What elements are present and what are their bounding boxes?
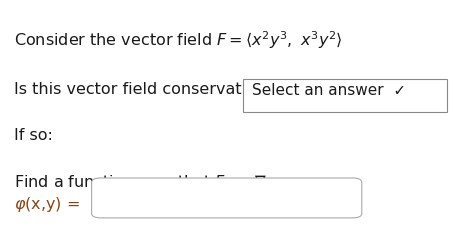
- Text: Find a function $\varphi$ so that $\mathit{F}\ =\ \nabla\varphi$: Find a function $\varphi$ so that $\math…: [14, 173, 277, 191]
- Text: Is this vector field conservative?: Is this vector field conservative?: [14, 82, 273, 97]
- Text: Consider the vector field $\mathit{F} = \langle x^2y^3,\ x^3y^2\rangle$: Consider the vector field $\mathit{F} = …: [14, 30, 343, 51]
- Text: Select an answer  ✓: Select an answer ✓: [252, 83, 406, 98]
- FancyBboxPatch shape: [92, 178, 362, 218]
- Text: If so:: If so:: [14, 127, 53, 142]
- FancyBboxPatch shape: [243, 79, 447, 112]
- Text: $\varphi$(x,y) =: $\varphi$(x,y) =: [14, 195, 80, 213]
